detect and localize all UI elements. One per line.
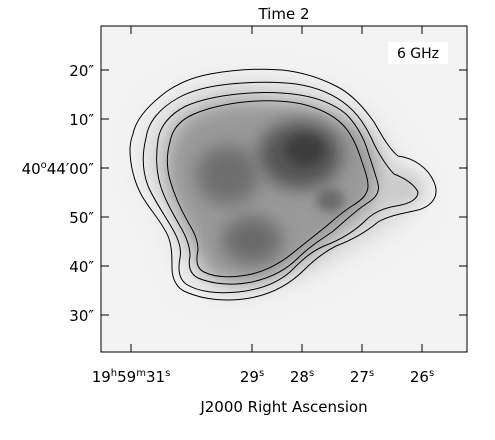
x-axis-title: J2000 Right Ascension <box>199 398 367 416</box>
y-tick-label: 10″ <box>69 111 94 129</box>
contour-level-3 <box>156 92 379 285</box>
figure-title: Time 2 <box>257 5 309 23</box>
emission-greyscale <box>148 84 425 289</box>
y-tick-label: 50″ <box>69 209 94 227</box>
y-tick-label: 30″ <box>69 307 94 325</box>
plot-frame <box>100 25 468 353</box>
y-tick-label: 20″ <box>69 62 94 80</box>
y-tick-marks <box>101 69 467 316</box>
y-tick-label-dec: 40o44′00″ <box>22 160 95 178</box>
y-tick-label: 40″ <box>69 258 94 276</box>
x-tick-marks <box>130 26 423 352</box>
y-tick-labels: 20″ 10″ 40o44′00″ 50″ 40″ 30″ <box>22 62 95 325</box>
contour-level-1 <box>129 68 437 301</box>
x-tick-label: 26s <box>410 368 434 386</box>
x-tick-label-ra: 19h59m31s <box>92 368 171 386</box>
x-tick-label: 29s <box>240 368 264 386</box>
x-tick-label: 27s <box>350 368 374 386</box>
frequency-label-box: 6 GHz <box>388 42 448 64</box>
contour-lines <box>129 68 437 301</box>
contour-level-4 <box>166 100 369 278</box>
x-tick-label: 28s <box>290 368 314 386</box>
contour-level-2 <box>142 81 419 294</box>
frequency-label: 6 GHz <box>397 46 439 62</box>
x-tick-labels: 19h59m31s 29s 28s 27s 26s <box>92 368 434 386</box>
